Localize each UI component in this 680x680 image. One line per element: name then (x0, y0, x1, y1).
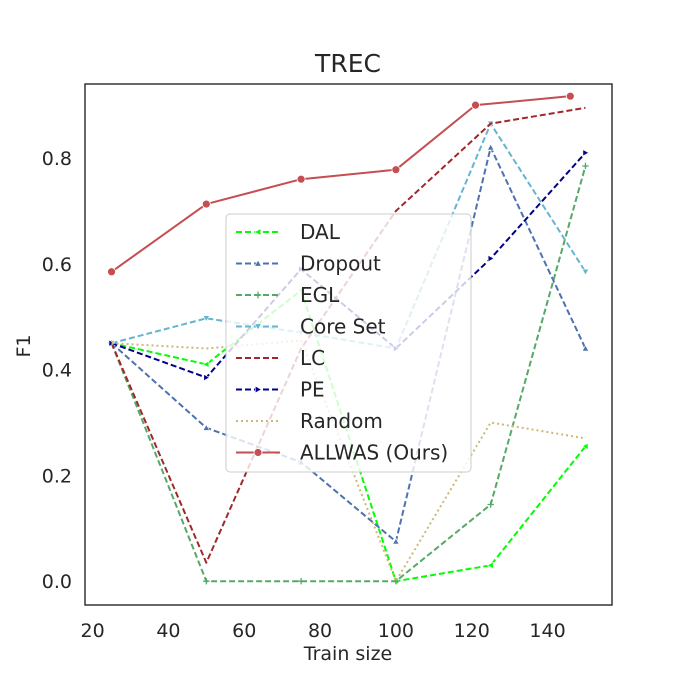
data-point-dal (202, 360, 210, 369)
legend-marker-pe (254, 385, 263, 394)
x-tick-label: 20 (80, 620, 104, 642)
x-tick-label: 100 (378, 620, 414, 642)
legend-marker-allwas-ours (253, 448, 263, 457)
y-axis-label: F1 (13, 334, 35, 357)
legend-label-core-set: Core Set (300, 315, 386, 339)
data-point-allwas-ours (201, 199, 211, 209)
series-line-core-set (111, 122, 587, 350)
data-point-pe (582, 149, 590, 157)
series-line-allwas-ours (110, 95, 571, 273)
legend-entry-random: Random (236, 409, 383, 433)
y-tick-label: 0.8 (42, 148, 72, 170)
legend-entry-dropout: Dropout (236, 252, 381, 276)
x-tick-label: 60 (232, 620, 256, 642)
legend-entry-dal: DAL (236, 220, 341, 244)
x-tick-label: 120 (454, 620, 490, 642)
legend-label-dal: DAL (300, 220, 341, 244)
legend-label-lc: LC (300, 346, 325, 370)
data-point-dropout (486, 143, 495, 151)
data-point-allwas-ours (471, 100, 480, 110)
legend-label-allwas-ours: ALLWAS (Ours) (300, 441, 448, 465)
chart-title: TREC (314, 49, 381, 78)
legend-items: DAL Dropout EGL Core Set LC PE Random ALLWAS (O… (236, 220, 448, 465)
legend-label-dropout: Dropout (300, 252, 381, 276)
y-tick-label: 0.0 (42, 571, 72, 593)
data-point-egl (297, 577, 305, 585)
y-axis-ticks: 0.0 0.2 0.4 0.6 0.8 (42, 148, 72, 593)
legend-entry-egl: EGL (236, 283, 340, 307)
x-tick-label: 140 (529, 620, 565, 642)
x-axis-ticks: 20 40 60 80 100 120 140 (80, 620, 565, 642)
data-point-egl (582, 162, 589, 170)
x-tick-label: 80 (308, 620, 332, 642)
data-point-dal (581, 442, 589, 451)
legend-entry-pe: PE (236, 378, 325, 402)
plot-frame (84, 83, 613, 606)
legend-label-random: Random (300, 409, 383, 433)
data-point-pe (203, 373, 211, 382)
data-point-egl (203, 577, 210, 585)
legend-marker-dal (253, 228, 262, 236)
data-point-dropout (202, 423, 211, 431)
legend-marker-egl (254, 291, 262, 299)
x-axis-label: Train size (303, 643, 392, 665)
data-point-allwas-ours (296, 174, 306, 184)
data-point-core-set (202, 315, 211, 323)
legend-entry-lc: LC (236, 346, 325, 370)
y-tick-label: 0.4 (42, 360, 72, 382)
data-point-dal (486, 561, 494, 570)
x-tick-label: 40 (156, 620, 180, 642)
data-point-egl (487, 501, 494, 508)
data-point-core-set (581, 268, 590, 276)
y-tick-label: 0.2 (42, 465, 72, 487)
data-point-allwas-ours (107, 267, 116, 277)
legend-box (225, 213, 472, 473)
legend-entry-core-set: Core Set (236, 315, 386, 339)
data-point-allwas-ours (565, 91, 575, 101)
series-line-dropout (110, 146, 587, 543)
series-allwas-ours (107, 91, 575, 277)
legend-marker-core-set (254, 323, 262, 331)
legend: DAL Dropout EGL Core Set LC PE Random ALLWAS (O… (225, 213, 472, 473)
data-point-dropout (392, 537, 400, 545)
series-line-lc (110, 106, 586, 564)
legend-entry-allwas-ours: ALLWAS (Ours) (236, 441, 448, 465)
series-line-egl (110, 165, 587, 583)
series-lc (110, 106, 586, 564)
legend-label-pe: PE (300, 378, 325, 402)
legend-label-egl: EGL (300, 283, 340, 307)
data-point-dropout (581, 344, 590, 352)
data-point-pe (487, 254, 495, 263)
data-point-allwas-ours (391, 165, 401, 175)
legend-marker-dropout (254, 259, 262, 267)
y-tick-label: 0.6 (42, 254, 72, 276)
